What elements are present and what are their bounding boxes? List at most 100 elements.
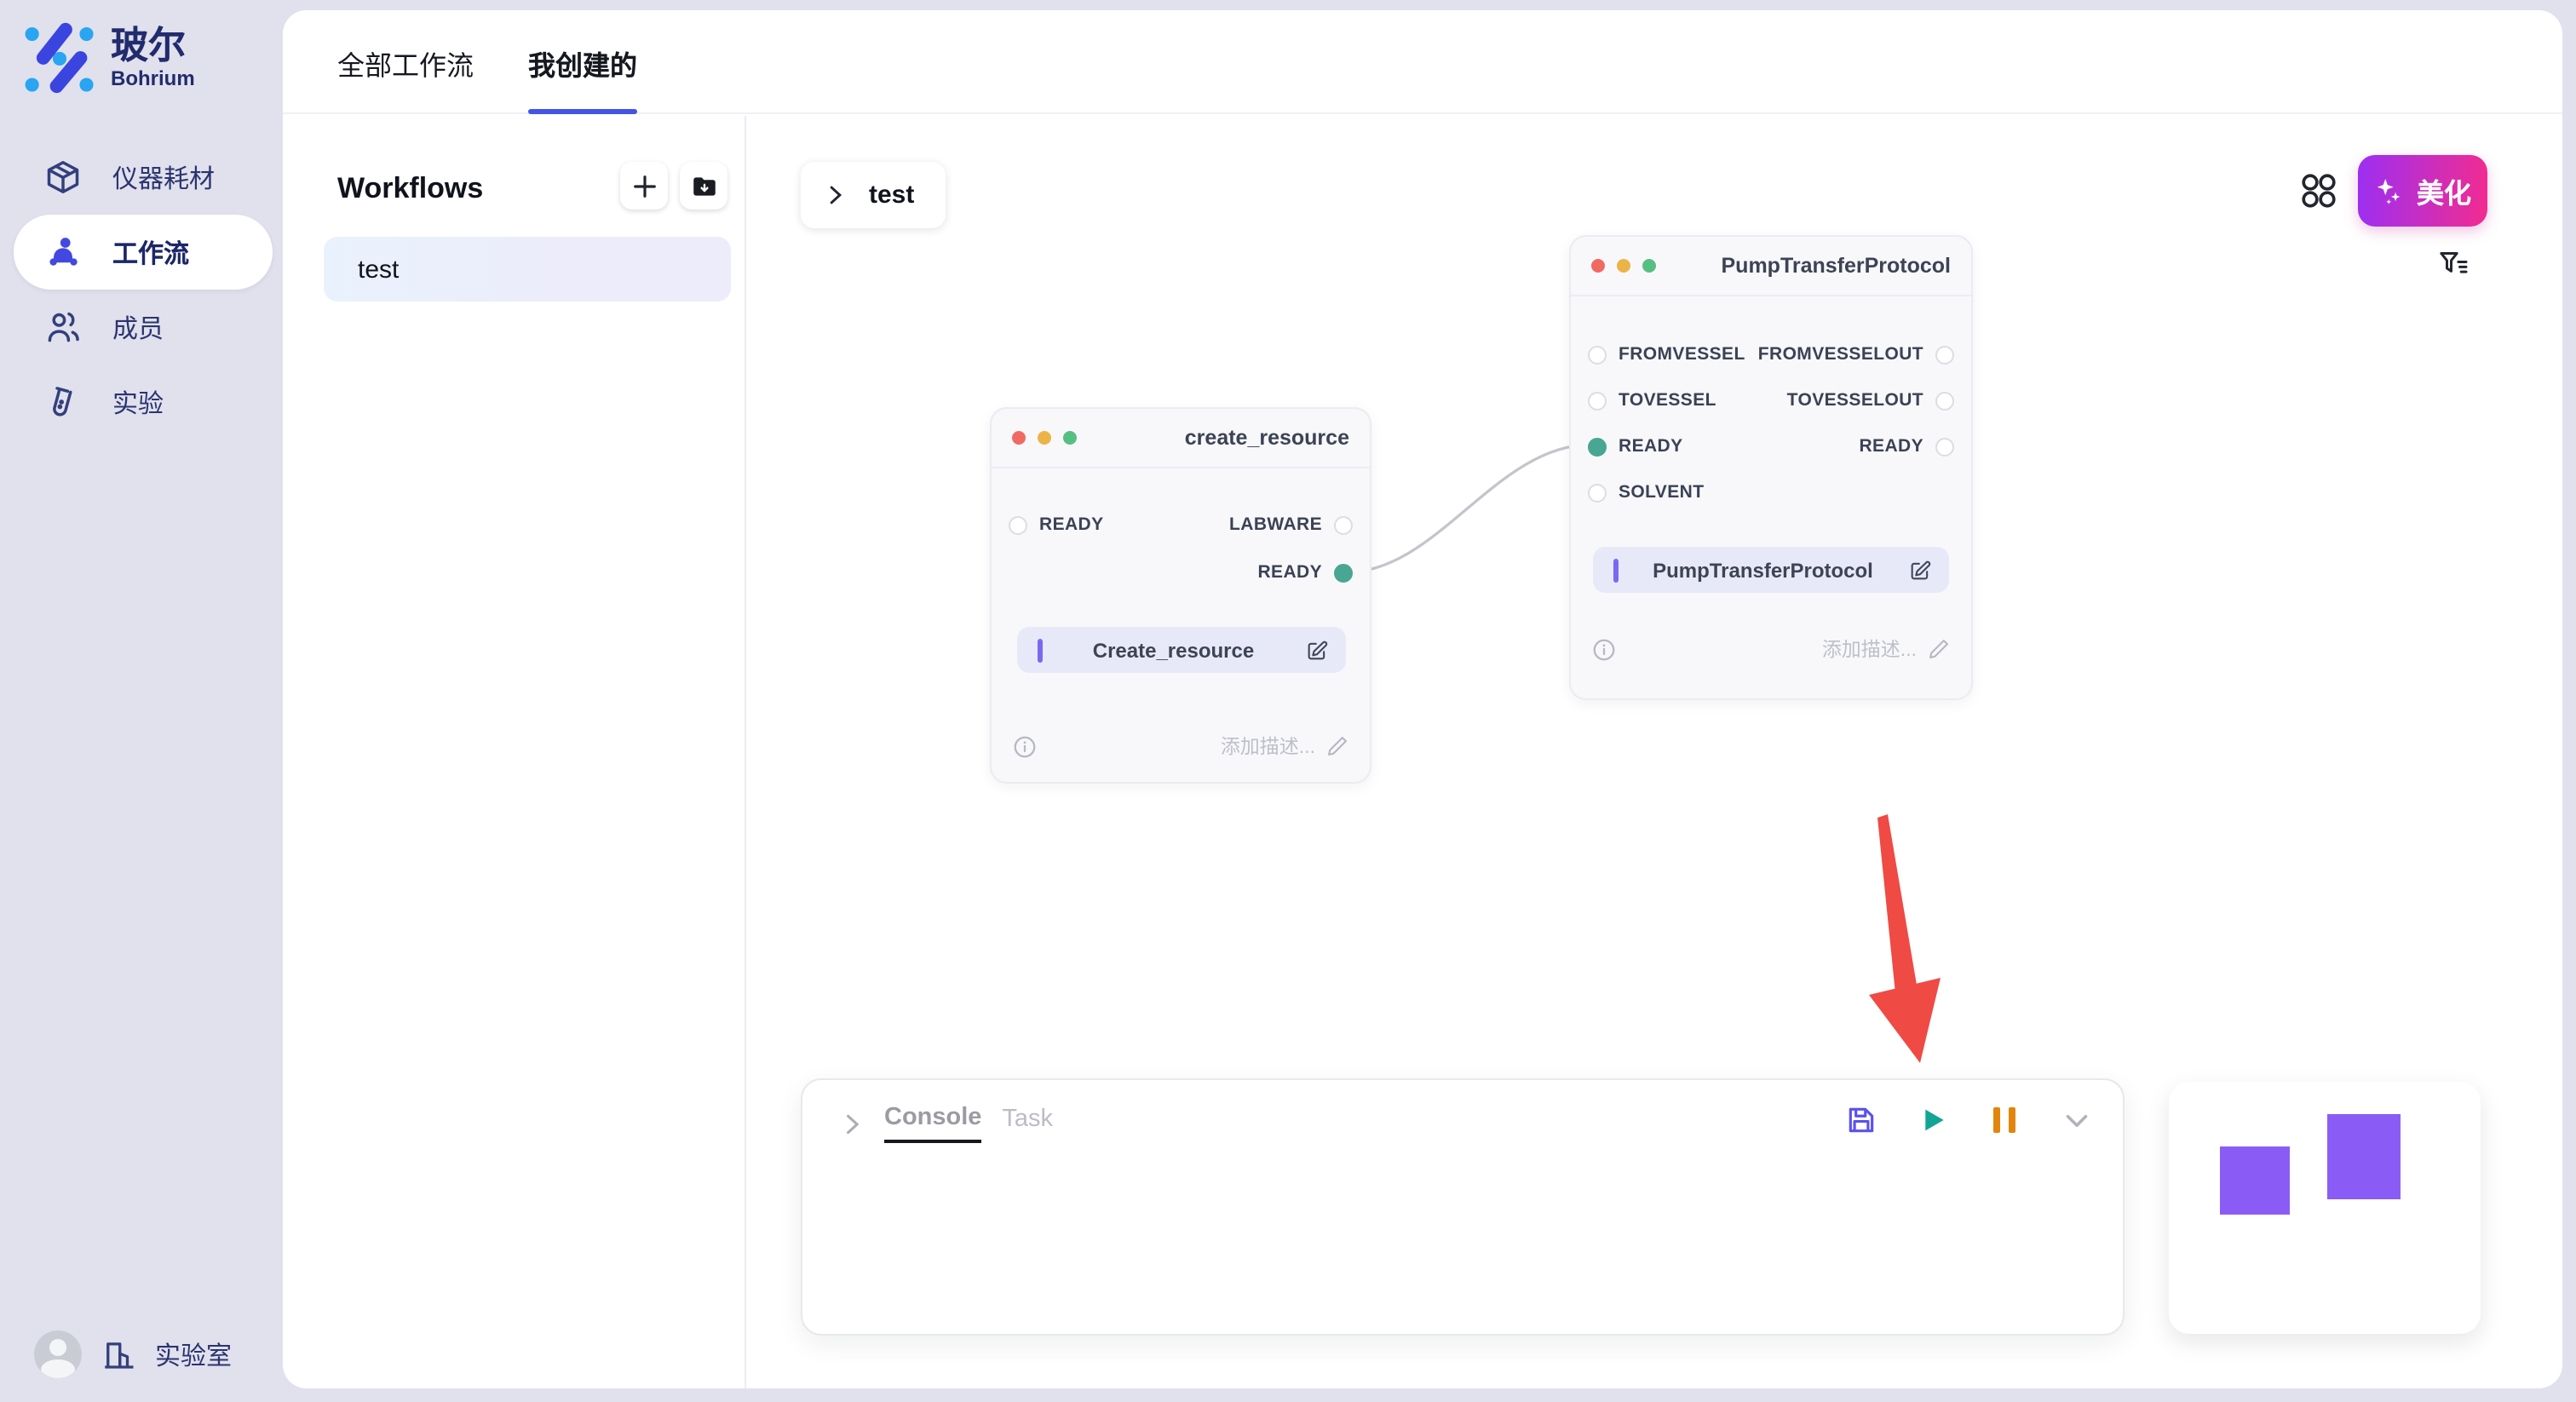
pencil-icon[interactable]: [1325, 734, 1349, 758]
port-dot[interactable]: [1009, 515, 1027, 534]
play-icon: [1925, 1109, 1944, 1131]
green-dot-icon[interactable]: [1063, 431, 1077, 445]
node-action-pill[interactable]: Create_resource: [1017, 627, 1346, 673]
port-dot[interactable]: [1935, 391, 1954, 410]
node-action-pill[interactable]: PumpTransferProtocol: [1593, 547, 1949, 593]
collapse-chevron-icon[interactable]: [840, 1112, 864, 1135]
port-dot[interactable]: [1588, 391, 1607, 410]
canvas-breadcrumb[interactable]: test: [801, 162, 946, 228]
description-placeholder[interactable]: 添加描述...: [1220, 738, 1315, 758]
traffic-dots: [1591, 259, 1656, 273]
sidebar-item-label: 实验: [112, 389, 164, 418]
chevron-down-icon: [2065, 1113, 2087, 1127]
sidebar-item-experiments[interactable]: 实验: [14, 365, 273, 440]
input-port-fromvessel[interactable]: FROMVESSEL: [1588, 336, 1745, 373]
console-actions: [1845, 1104, 2092, 1136]
workflows-panel: Workflows test: [283, 116, 746, 1388]
filter-funnel-icon: [2440, 252, 2468, 273]
port-dot[interactable]: [1334, 515, 1353, 534]
pill-label: PumpTransferProtocol: [1653, 558, 1873, 582]
red-dot-icon[interactable]: [1591, 259, 1605, 273]
console-header: Console Task: [840, 1104, 1053, 1143]
node-header: create_resource: [992, 409, 1370, 468]
port-dot[interactable]: [1935, 345, 1954, 364]
port-label: READY: [1257, 562, 1322, 583]
sidebar-footer: 实验室: [34, 1330, 232, 1378]
minimap[interactable]: [2169, 1082, 2481, 1334]
port-dot[interactable]: [1588, 483, 1607, 502]
pill-accent-bar: [1613, 558, 1618, 582]
output-port-tovesselout[interactable]: TOVESSELOUT: [1787, 382, 1954, 419]
port-dot-connected[interactable]: [1334, 563, 1353, 582]
port-dot-connected[interactable]: [1588, 437, 1607, 456]
minimap-node-rect: [2220, 1146, 2290, 1215]
output-port-fromvesselout[interactable]: FROMVESSELOUT: [1758, 336, 1954, 373]
test-tube-icon: [53, 387, 72, 417]
input-port-ready[interactable]: READY: [1009, 506, 1104, 543]
workflows-panel-title: Workflows: [337, 172, 484, 204]
tab-my-created[interactable]: 我创建的: [528, 52, 638, 81]
node-header: PumpTransferProtocol: [1571, 237, 1971, 296]
workflows-panel-actions: [620, 162, 727, 210]
port-label: SOLVENT: [1619, 482, 1705, 503]
beautify-button[interactable]: 美化: [2358, 155, 2487, 227]
yellow-dot-icon[interactable]: [1617, 259, 1630, 273]
output-port-ready[interactable]: READY: [1859, 428, 1954, 465]
port-label: FROMVESSELOUT: [1757, 344, 1923, 365]
filter-button[interactable]: [2436, 247, 2470, 281]
node-title: create_resource: [1184, 426, 1349, 450]
info-icon[interactable]: [1591, 636, 1617, 662]
green-dot-icon[interactable]: [1642, 259, 1656, 273]
building-icon: [105, 1342, 134, 1368]
layout-grid-button[interactable]: [2295, 167, 2343, 215]
clover-grid-icon: [2302, 174, 2336, 208]
pill-accent-bar: [1038, 638, 1042, 662]
lab-switcher-label[interactable]: 实验室: [155, 1342, 233, 1370]
brand-logo[interactable]: 玻尔 Bohrium: [24, 22, 195, 94]
node-pump-transfer-protocol[interactable]: PumpTransferProtocol FROMVESSEL TOVESSEL…: [1569, 235, 1973, 700]
node-footer: 添加描述...: [1012, 729, 1349, 763]
task-tab[interactable]: Task: [1002, 1106, 1054, 1133]
collapse-panel-button[interactable]: [2060, 1104, 2092, 1136]
user-avatar[interactable]: [34, 1330, 82, 1378]
sidebar-item-workflow[interactable]: 工作流: [14, 215, 273, 290]
node-create-resource[interactable]: create_resource READY LABWARE READY Crea…: [990, 407, 1371, 784]
input-port-tovessel[interactable]: TOVESSEL: [1588, 382, 1716, 419]
import-folder-button[interactable]: [680, 162, 727, 210]
port-label: READY: [1859, 436, 1923, 457]
console-tab[interactable]: Console: [884, 1104, 982, 1143]
brand-name-en: Bohrium: [111, 66, 195, 90]
workflow-list-item-test[interactable]: test: [324, 237, 731, 302]
console-panel: Console Task: [801, 1078, 2125, 1336]
edit-icon[interactable]: [1305, 638, 1329, 662]
edit-icon[interactable]: [1908, 558, 1932, 582]
sidebar-item-instruments[interactable]: 仪器耗材: [14, 140, 273, 215]
pause-button[interactable]: [1988, 1104, 2021, 1136]
output-port-labware[interactable]: LABWARE: [1229, 506, 1353, 543]
red-dot-icon[interactable]: [1012, 431, 1026, 445]
node-footer: 添加描述...: [1591, 632, 1951, 666]
port-dot[interactable]: [1935, 437, 1954, 456]
main-content: 全部工作流 我创建的 Workflows: [283, 10, 2562, 1388]
pencil-icon[interactable]: [1927, 637, 1951, 661]
run-button[interactable]: [1917, 1104, 1949, 1136]
save-icon: [1849, 1107, 1874, 1133]
input-port-ready[interactable]: READY: [1588, 428, 1683, 465]
breadcrumb-label: test: [869, 181, 915, 210]
port-label: READY: [1039, 514, 1104, 535]
save-button[interactable]: [1845, 1104, 1877, 1136]
input-port-solvent[interactable]: SOLVENT: [1588, 474, 1704, 511]
tab-all-workflows[interactable]: 全部工作流: [337, 52, 474, 81]
port-dot[interactable]: [1588, 345, 1607, 364]
info-icon[interactable]: [1012, 733, 1038, 759]
yellow-dot-icon[interactable]: [1038, 431, 1051, 445]
pill-label: Create_resource: [1092, 638, 1255, 662]
output-port-ready[interactable]: READY: [1257, 554, 1353, 591]
sidebar-item-members[interactable]: 成员: [14, 290, 273, 365]
sidebar-item-label: 成员: [112, 314, 164, 343]
sidebar-item-label: 工作流: [112, 239, 190, 268]
beautify-label: 美化: [2416, 181, 2471, 210]
add-workflow-button[interactable]: [620, 162, 668, 210]
description-placeholder[interactable]: 添加描述...: [1821, 641, 1917, 661]
sidebar: 玻尔 Bohrium 仪器耗材: [0, 0, 283, 1402]
